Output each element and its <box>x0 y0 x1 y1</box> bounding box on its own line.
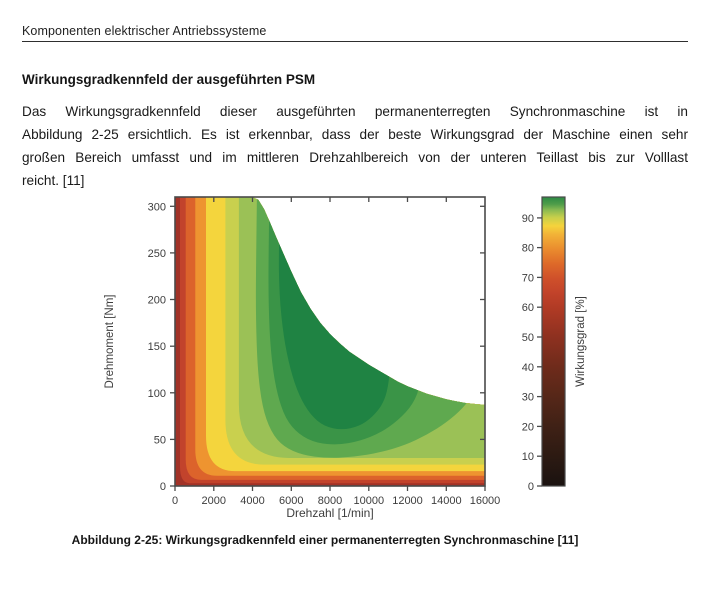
contour-bands <box>175 197 485 486</box>
colorbar-tick-label: 40 <box>522 362 534 374</box>
colorbar-tick-label: 80 <box>522 243 534 255</box>
y-tick-label: 150 <box>148 341 166 353</box>
figure-caption: Abbildung 2-25: Wirkungsgradkennfeld ein… <box>71 533 579 547</box>
x-tick-label: 8000 <box>318 495 342 507</box>
x-tick-label: 4000 <box>240 495 264 507</box>
y-axis-label: Drehmoment [Nm] <box>104 295 116 389</box>
colorbar-tick-label: 20 <box>522 421 534 433</box>
paragraph-line: reicht. [11] <box>22 173 85 188</box>
y-tick-label: 50 <box>154 434 166 446</box>
x-axis-label: Drehzahl [1/min] <box>286 506 373 520</box>
y-tick-label: 250 <box>148 248 166 260</box>
x-tick-label: 2000 <box>202 495 226 507</box>
colorbar <box>541 196 566 487</box>
y-tick-label: 0 <box>160 481 166 493</box>
paragraph-line: Das Wirkungsgradkennfeld dieser ausgefüh… <box>22 104 688 119</box>
colorbar-label: Wirkungsgrad [%] <box>575 296 587 387</box>
y-tick-label: 300 <box>148 201 166 213</box>
x-tick-label: 6000 <box>279 495 303 507</box>
x-tick-label: 10000 <box>354 495 385 507</box>
x-tick-label: 16000 <box>470 495 501 507</box>
colorbar-tick-label: 70 <box>522 272 534 284</box>
paragraph-line: Abbildung 2-25 ersichtlich. Es ist erken… <box>22 127 688 142</box>
colorbar-tick-label: 60 <box>522 302 534 314</box>
y-tick-label: 100 <box>148 388 166 400</box>
colorbar-tick-label: 30 <box>522 392 534 404</box>
body-paragraph: Das Wirkungsgradkennfeld dieser ausgefüh… <box>22 100 688 192</box>
colorbar-tick-label: 90 <box>522 213 534 225</box>
paragraph-line: großen Bereich umfasst und im mittleren … <box>22 150 688 165</box>
x-tick-label: 12000 <box>392 495 423 507</box>
colorbar-tick-label: 10 <box>522 451 534 463</box>
header-rule <box>22 41 688 42</box>
efficiency-map-svg: 0 2000 4000 6000 8000 10000 12000 14000 16000050… <box>104 196 587 520</box>
running-header: Komponenten elektrischer Antriebssysteme <box>22 24 267 38</box>
x-tick-label: 0 <box>172 495 178 507</box>
colorbar-tick-label: 50 <box>522 332 534 344</box>
section-title: Wirkungsgradkennfeld der ausgeführten PS… <box>22 72 316 87</box>
efficiency-map-figure: 0 2000 4000 6000 8000 10000 12000 14000 16000 0 50… <box>0 190 703 530</box>
x-tick-label: 14000 <box>431 495 462 507</box>
y-tick-label: 200 <box>148 295 166 307</box>
colorbar-tick-label: 0 <box>528 481 534 493</box>
